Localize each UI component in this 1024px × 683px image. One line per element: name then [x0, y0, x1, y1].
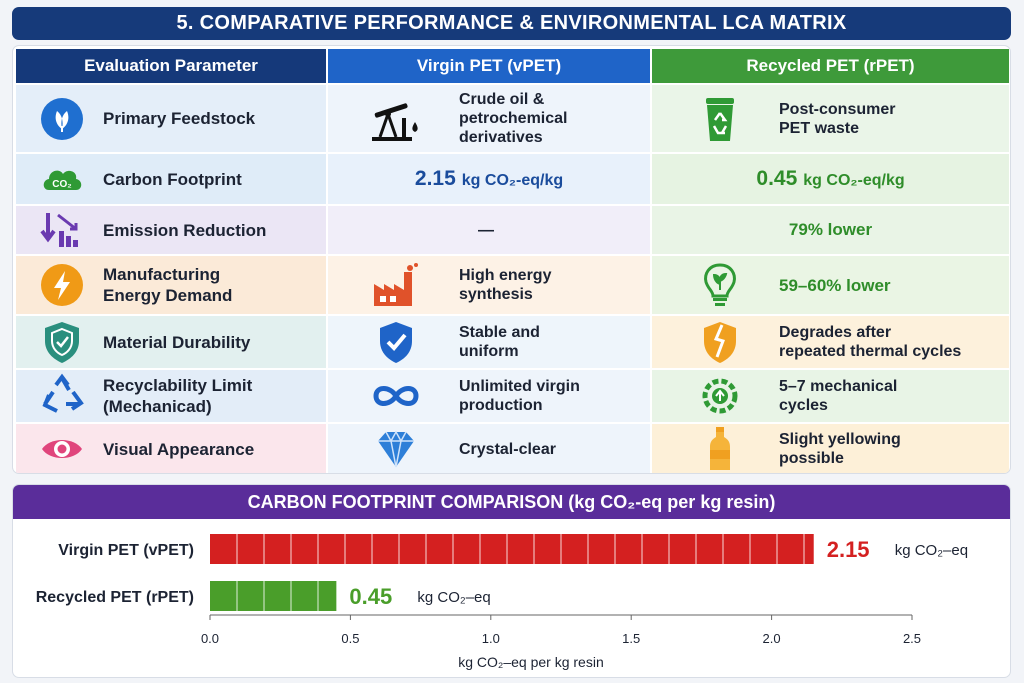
parameter-label: Material Durability	[103, 332, 251, 352]
recycled-cell: 59–60% lower	[652, 256, 1009, 314]
chart-title: CARBON FOOTPRINT COMPARISON (kg CO₂-eq p…	[13, 485, 1010, 519]
leaf-icon	[39, 96, 85, 142]
bar	[210, 534, 814, 564]
recycled-cell: 79% lower	[652, 206, 1009, 254]
lightning-icon	[39, 262, 85, 308]
x-axis-label: kg CO₂–eq per kg resin	[458, 654, 604, 670]
recycled-cell: 5–7 mechanical cycles	[652, 370, 1009, 422]
oil-pump-icon	[368, 96, 424, 142]
bar	[210, 581, 337, 611]
table-row: Visual Appearance Crystal-clear Slight y…	[16, 424, 1009, 473]
shield-check-icon	[368, 319, 424, 365]
recycled-value-text: 5–7 mechanical cycles	[779, 378, 898, 414]
header-virgin-pet: Virgin PET (vPET)	[328, 49, 650, 83]
parameter-label: Emission Reduction	[103, 220, 267, 240]
parameter-cell: Recyclability Limit (Mechanicad)	[16, 370, 326, 422]
category-label: Recycled PET (rPET)	[36, 589, 194, 606]
data-unit-label: kg CO₂–eq	[417, 589, 490, 606]
data-unit-label: kg CO₂–eq	[895, 542, 968, 559]
x-tick-label: 1.0	[482, 631, 500, 646]
infinity-icon	[368, 373, 424, 419]
virgin-cell: Crystal-clear	[328, 424, 650, 473]
bottle-icon	[692, 426, 748, 472]
table-row: CO₂ Carbon Footprint 2.15 kg CO₂-eq/kg 0…	[16, 154, 1009, 204]
shield-icon	[39, 319, 85, 365]
co2-cloud-icon: CO₂	[39, 156, 85, 202]
header-recycled-pet: Recycled PET (rPET)	[652, 49, 1009, 83]
parameter-label: Primary Feedstock	[103, 109, 256, 128]
recycled-cell: Slight yellowing possible	[652, 424, 1009, 473]
virgin-cell: 2.15 kg CO₂-eq/kg	[328, 154, 650, 204]
cracked-shield-icon	[692, 319, 748, 365]
svg-text:CO₂: CO₂	[52, 179, 71, 190]
carbon-footprint-bar-chart: Virgin PET (vPET) 2.15 kg CO₂–eq Recycled P…	[36, 534, 968, 670]
table-row: Manufacturing Energy Demand High energy sy…	[16, 256, 1009, 314]
parameter-label: Manufacturing Energy Demand	[103, 265, 233, 305]
page-title: 5. COMPARATIVE PERFORMANCE & ENVIRONMENT…	[12, 7, 1011, 40]
recycle-bin-icon	[692, 96, 748, 142]
carbon-footprint-chart-panel: CARBON FOOTPRINT COMPARISON (kg CO₂-eq p…	[12, 484, 1011, 678]
recycled-value-text: Degrades after repeated thermal cycles	[779, 324, 962, 360]
x-tick-label: 0.5	[341, 631, 359, 646]
virgin-cell: —	[328, 206, 650, 254]
table-row: Emission Reduction — 79% lower	[16, 206, 1009, 254]
virgin-value-text: Crystal-clear	[459, 440, 556, 458]
x-tick-label: 1.5	[622, 631, 640, 646]
virgin-value-text: High energy synthesis	[459, 267, 552, 303]
parameter-label: Visual Appearance	[103, 439, 255, 459]
parameter-cell: CO₂ Carbon Footprint	[16, 154, 326, 204]
factory-icon	[368, 262, 424, 308]
category-label: Virgin PET (vPET)	[58, 542, 194, 559]
table-row: Recyclability Limit (Mechanicad) Unlimite…	[16, 370, 1009, 422]
virgin-value-text: Unlimited virgin production	[459, 378, 580, 414]
data-label: 0.45	[349, 584, 392, 609]
virgin-cell: High energy synthesis	[328, 256, 650, 314]
recycled-value-text: Slight yellowing possible	[779, 431, 901, 467]
gear-recycle-icon	[692, 373, 748, 419]
parameter-label: Carbon Footprint	[103, 169, 242, 189]
parameter-cell: Manufacturing Energy Demand	[16, 256, 326, 314]
lca-matrix-table: Evaluation Parameter Virgin PET (vPET) R…	[12, 45, 1011, 474]
downward-trend-icon	[39, 207, 85, 253]
header-evaluation-parameter: Evaluation Parameter	[16, 49, 326, 83]
parameter-label: Recyclability Limit (Mechanicad)	[103, 376, 253, 416]
virgin-carbon-value: 2.15 kg CO₂-eq/kg	[414, 167, 564, 190]
recycled-value-text: 79% lower	[788, 220, 873, 239]
virgin-cell: Unlimited virgin production	[328, 370, 650, 422]
eco-bulb-icon	[692, 262, 748, 308]
parameter-cell: Visual Appearance	[16, 424, 326, 473]
virgin-value-text: Crude oil & petrochemical derivatives	[459, 91, 568, 146]
table-row: Primary Feedstock Crude oil & petrochemic…	[16, 85, 1009, 152]
diamond-icon	[368, 426, 424, 472]
eye-icon	[39, 426, 85, 472]
parameter-cell: Emission Reduction	[16, 206, 326, 254]
x-tick-label: 0.0	[201, 631, 219, 646]
virgin-cell: Crude oil & petrochemical derivatives	[328, 85, 650, 152]
recycle-arrows-icon	[39, 373, 85, 419]
recycled-value-text: Post-consumer PET waste	[779, 100, 896, 137]
virgin-value-text: —	[478, 221, 494, 239]
x-tick-label: 2.5	[903, 631, 921, 646]
table-row: Material Durability Stable and uniform De…	[16, 316, 1009, 368]
virgin-value-text: Stable and uniform	[459, 324, 540, 360]
recycled-carbon-value: 0.45 kg CO₂-eq/kg	[756, 167, 905, 190]
virgin-cell: Stable and uniform	[328, 316, 650, 368]
recycled-cell: Degrades after repeated thermal cycles	[652, 316, 1009, 368]
recycled-cell: 0.45 kg CO₂-eq/kg	[652, 154, 1009, 204]
parameter-cell: Material Durability	[16, 316, 326, 368]
parameter-cell: Primary Feedstock	[16, 85, 326, 152]
x-tick-label: 2.0	[763, 631, 781, 646]
recycled-value-text: 59–60% lower	[779, 275, 891, 295]
recycled-cell: Post-consumer PET waste	[652, 85, 1009, 152]
data-label: 2.15	[827, 537, 870, 562]
